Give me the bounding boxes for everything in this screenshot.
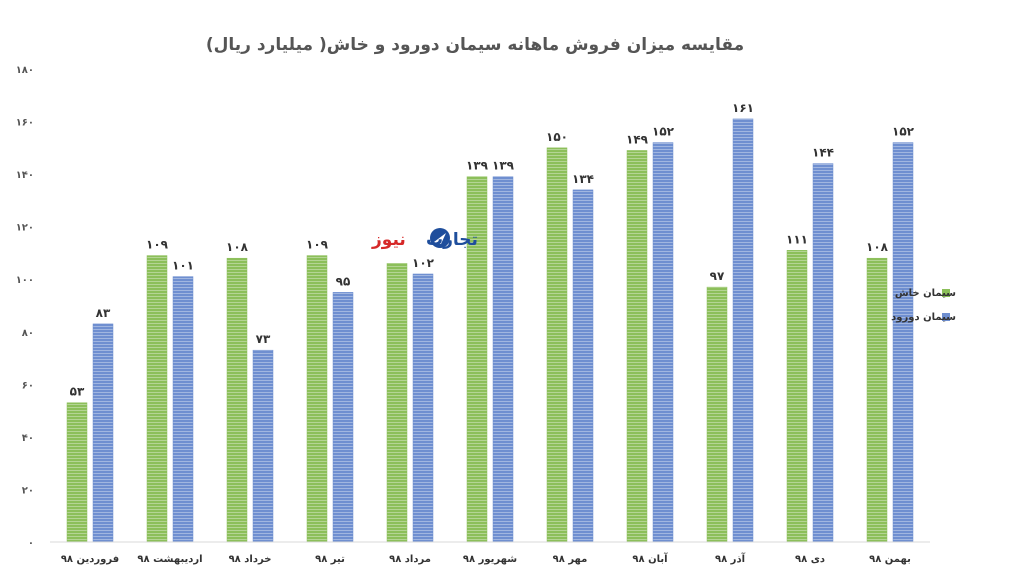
bar-dorood xyxy=(652,142,674,543)
data-label: ۱۳۹ xyxy=(466,159,489,173)
data-label: ۱۰۸ xyxy=(866,240,889,254)
bar-khash xyxy=(546,147,568,543)
data-label: ۱۵۰ xyxy=(546,130,568,144)
data-label: ۵۳ xyxy=(70,385,85,399)
x-tick-label: خرداد ۹۸ xyxy=(229,554,272,565)
bar-khash xyxy=(146,255,168,543)
legend-swatch xyxy=(942,289,950,297)
bar-khash xyxy=(306,255,328,543)
bar-dorood xyxy=(412,273,434,543)
y-tick-label: ۴۰ xyxy=(22,433,34,444)
data-label: ۱۰۸ xyxy=(226,240,249,254)
watermark: تجارت نیوز xyxy=(371,228,478,250)
data-label: ۸۳ xyxy=(96,306,111,320)
data-label: ۱۰۲ xyxy=(412,256,435,270)
x-tick-label: بهمن ۹۸ xyxy=(869,554,911,565)
data-label: ۱۵۲ xyxy=(892,125,915,139)
bar-dorood xyxy=(92,323,114,543)
watermark-text-red: نیوز xyxy=(371,230,406,250)
x-tick-label: آبان ۹۸ xyxy=(632,552,668,565)
data-label: ۱۳۴ xyxy=(572,172,594,186)
x-tick-label: دی ۹۸ xyxy=(795,554,825,565)
y-tick-label: ۸۰ xyxy=(22,328,34,339)
x-axis: فروردین ۹۸ اردیبهشت ۹۸ خرداد ۹۸ تیر ۹۸ مرداد… xyxy=(50,541,930,565)
x-tick-label: فروردین ۹۸ xyxy=(61,554,119,565)
y-tick-label: ۱۰۰ xyxy=(16,275,34,286)
data-label: ۱۰۱ xyxy=(172,259,194,273)
x-tick-label: آذر ۹۸ xyxy=(715,552,746,565)
bar-dorood xyxy=(572,189,594,543)
bar-dorood xyxy=(892,142,914,543)
watermark-text: تجارت xyxy=(426,230,478,250)
bar-khash xyxy=(786,250,808,543)
data-label: ۱۰۹ xyxy=(306,238,329,252)
x-tick-label: مرداد ۹۸ xyxy=(389,554,431,565)
legend: سیمان خاش سیمان دورود xyxy=(891,288,956,323)
y-axis: ۰ ۲۰ ۴۰ ۶۰ ۸۰ ۱۰۰ ۱۲۰ ۱۴۰ ۱۶۰ ۱۸۰ xyxy=(16,65,34,549)
bars xyxy=(66,118,914,543)
data-label: ۱۰۹ xyxy=(146,238,169,252)
y-tick-label: ۱۶۰ xyxy=(16,118,34,129)
x-tick-label: مهر ۹۸ xyxy=(553,554,588,565)
bar-khash xyxy=(706,286,728,543)
x-tick-label: شهریور ۹۸ xyxy=(463,554,517,565)
y-tick-label: ۱۲۰ xyxy=(16,223,34,234)
bar-dorood xyxy=(332,292,354,543)
data-label: ۱۵۲ xyxy=(652,125,675,139)
chart-title: مقایسه میزان فروش ماهانه سیمان دورود و خ… xyxy=(206,35,744,55)
x-tick-label: تیر ۹۸ xyxy=(315,554,345,565)
data-label: ۱۴۴ xyxy=(812,146,834,160)
data-label: ۷۳ xyxy=(256,332,271,346)
y-tick-label: ۱۴۰ xyxy=(16,170,34,181)
data-label: ۹۵ xyxy=(336,274,351,288)
y-tick-label: ۰ xyxy=(28,538,34,549)
bar-khash xyxy=(866,257,888,543)
data-label: ۱۳۹ xyxy=(492,159,515,173)
legend-swatch xyxy=(942,313,950,321)
legend-label: سیمان دورود xyxy=(891,312,956,323)
data-label: ۹۷ xyxy=(710,269,725,283)
y-tick-label: ۱۸۰ xyxy=(16,65,34,76)
bar-dorood xyxy=(252,349,274,543)
data-label: ۱۶۱ xyxy=(732,101,754,115)
data-label: ۱۴۹ xyxy=(626,132,649,146)
bar-khash xyxy=(626,150,648,543)
bar-dorood xyxy=(172,276,194,543)
bar-dorood xyxy=(492,176,514,543)
bar-khash xyxy=(386,263,408,543)
data-label: ۱۱۱ xyxy=(786,232,808,246)
y-tick-label: ۶۰ xyxy=(22,380,34,391)
x-tick-label: اردیبهشت ۹۸ xyxy=(137,554,202,565)
bar-dorood xyxy=(732,118,754,543)
bar-dorood xyxy=(812,163,834,543)
legend-label: سیمان خاش xyxy=(895,288,956,299)
y-tick-label: ۲۰ xyxy=(22,485,34,496)
bar-khash xyxy=(226,257,248,543)
bar-khash xyxy=(66,402,88,543)
